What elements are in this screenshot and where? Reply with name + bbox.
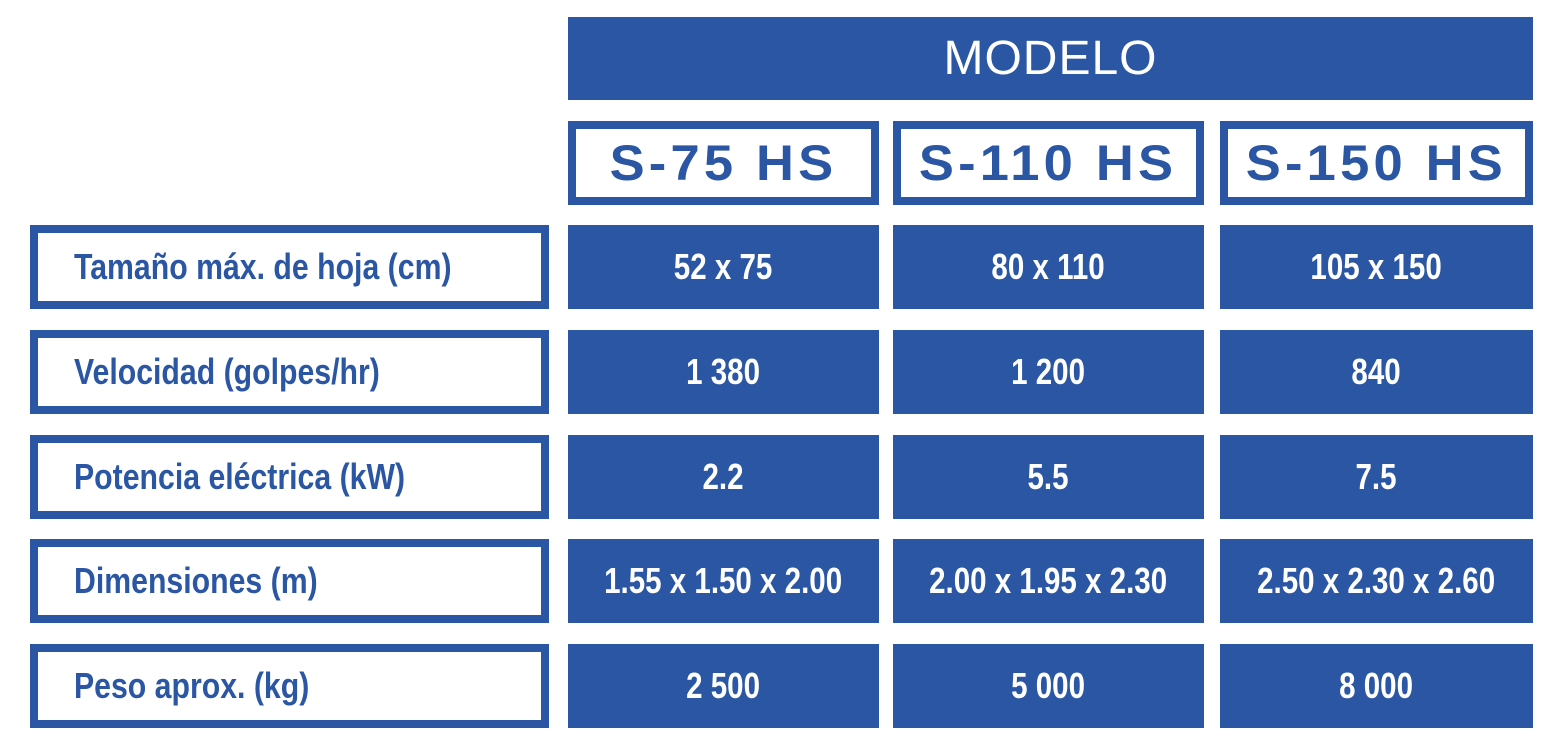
- value-cell-text: 2.50 x 2.30 x 2.60: [1257, 560, 1496, 601]
- row-label: Peso aprox. (kg): [30, 644, 549, 728]
- model-header-text: S-110 HS: [919, 135, 1178, 191]
- model-header-text: S-150 HS: [1245, 135, 1508, 191]
- value-cell: 2 500: [568, 644, 879, 728]
- model-header: S-110 HS: [893, 121, 1204, 205]
- value-cell-text: 80 x 110: [991, 246, 1106, 287]
- value-cell: 1.55 x 1.50 x 2.00: [568, 539, 879, 623]
- value-cell: 1 380: [568, 330, 879, 414]
- row-label: Potencia eléctrica (kW): [30, 435, 549, 519]
- row-label: Tamaño máx. de hoja (cm): [30, 225, 549, 309]
- value-cell-text: 840: [1351, 351, 1402, 392]
- value-cell: 7.5: [1220, 435, 1533, 519]
- value-cell-text: 5.5: [1027, 456, 1070, 497]
- value-cell-text: 8 000: [1339, 665, 1414, 706]
- value-cell-text: 52 x 75: [674, 246, 773, 287]
- value-cell: 5.5: [893, 435, 1204, 519]
- row-label: Velocidad (golpes/hr): [30, 330, 549, 414]
- value-cell: 840: [1220, 330, 1533, 414]
- value-cell: 2.2: [568, 435, 879, 519]
- value-cell-text: 1 200: [1011, 351, 1086, 392]
- model-header-text: S-75 HS: [609, 135, 838, 191]
- model-header: S-150 HS: [1220, 121, 1533, 205]
- value-cell-text: 1.55 x 1.50 x 2.00: [604, 560, 843, 601]
- row-label-text: Tamaño máx. de hoja (cm): [74, 246, 452, 287]
- value-cell: 52 x 75: [568, 225, 879, 309]
- row-label-text: Velocidad (golpes/hr): [74, 351, 380, 392]
- row-label-text: Peso aprox. (kg): [74, 665, 310, 706]
- value-cell: 8 000: [1220, 644, 1533, 728]
- value-cell: 5 000: [893, 644, 1204, 728]
- value-cell: 80 x 110: [893, 225, 1204, 309]
- value-cell-text: 2.2: [702, 456, 745, 497]
- value-cell-text: 2.00 x 1.95 x 2.30: [929, 560, 1168, 601]
- value-cell-text: 105 x 150: [1310, 246, 1443, 287]
- row-label: Dimensiones (m): [30, 539, 549, 623]
- value-cell: 105 x 150: [1220, 225, 1533, 309]
- table-title: MODELO: [568, 17, 1533, 100]
- value-cell: 1 200: [893, 330, 1204, 414]
- value-cell-text: 1 380: [686, 351, 761, 392]
- value-cell-text: 5 000: [1011, 665, 1086, 706]
- value-cell-text: 7.5: [1355, 456, 1398, 497]
- value-cell: 2.00 x 1.95 x 2.30: [893, 539, 1204, 623]
- model-header: S-75 HS: [568, 121, 879, 205]
- row-label-text: Potencia eléctrica (kW): [74, 456, 406, 497]
- value-cell-text: 2 500: [686, 665, 761, 706]
- value-cell: 2.50 x 2.30 x 2.60: [1220, 539, 1533, 623]
- row-label-text: Dimensiones (m): [74, 560, 318, 601]
